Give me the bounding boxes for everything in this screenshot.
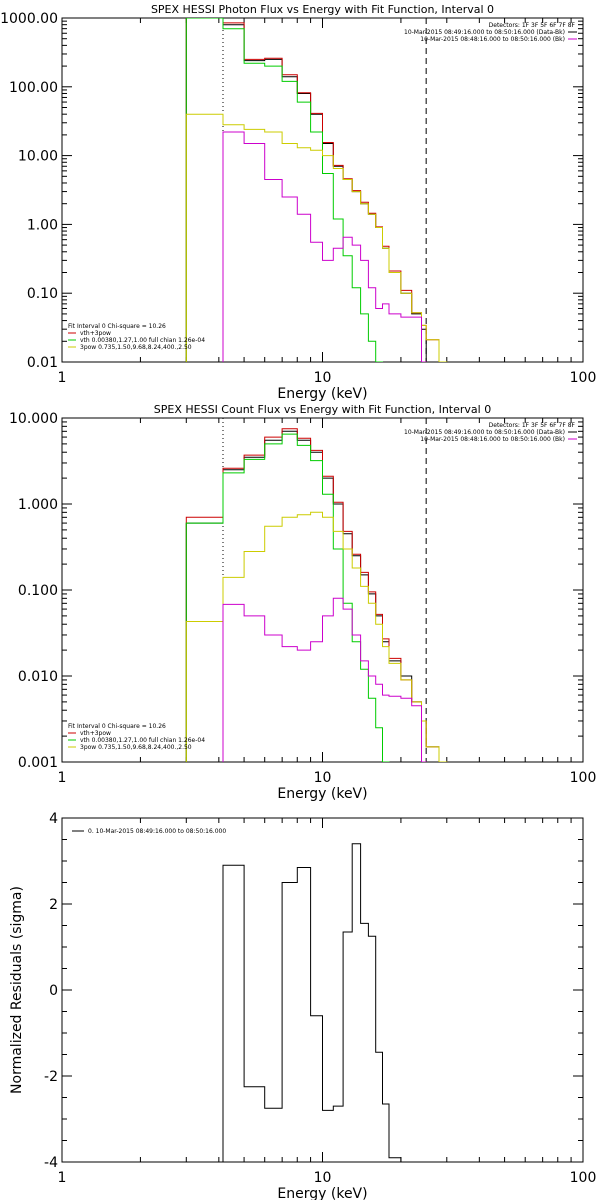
x-tick-label: 1 <box>58 370 67 386</box>
chart-3: 1 10 100 Energy (keV) -4 -2 0 2 4 Normalized Resi… <box>9 811 597 1202</box>
series-line-1 <box>222 843 427 1162</box>
x-tick-label: 10 <box>314 770 332 786</box>
y-tick-label: 10.00 <box>18 149 58 165</box>
fit-info-line: 3pow 0.735,1.50,9.68,8.24,400.,2.50 <box>80 344 192 351</box>
series-line-2 <box>185 18 440 362</box>
legend-title: Detectors: 1F 3F 5F 6F 7F 8F <box>489 422 576 429</box>
x-tick-label: 100 <box>570 1170 597 1186</box>
y-tick-label: -2 <box>44 1069 58 1085</box>
y-tick-label: -4 <box>44 1155 58 1171</box>
y-tick-label: 4 <box>49 811 58 827</box>
y-tick-label: 1000.00 <box>0 11 58 27</box>
plot-frame <box>61 17 584 363</box>
x-tick-label: 100 <box>570 770 597 786</box>
legend-entry-label: 10-Mar-2015 08:48:16.000 to 08:50:16.000… <box>420 436 565 443</box>
plot-content <box>185 418 448 762</box>
fit-info-header: Fit Interval 0 Chi-square = 10.26 <box>68 723 166 730</box>
y-tick-label: 0.01 <box>27 355 58 371</box>
series-line-2 <box>185 428 448 762</box>
legend-entry-label: 10-Mar-2015 08:49:16.000 to 08:50:16.000… <box>404 29 565 36</box>
y-tick-label: 0.10 <box>27 286 58 302</box>
y-tick-label: 0.100 <box>18 583 58 599</box>
fit-info-line: vth 0.00380,1.27,1.00 full chian 1.26e-0… <box>80 737 205 744</box>
y-tick-label: 1.000 <box>18 497 58 513</box>
y-tick-label: 0.001 <box>18 755 58 771</box>
fit-info-line: vth+3pow <box>80 730 111 737</box>
x-axis-label: Energy (keV) <box>277 386 367 402</box>
chart-title: SPEX HESSI Photon Flux vs Energy with Fi… <box>151 3 494 16</box>
x-tick-label: 10 <box>314 1170 332 1186</box>
series-line-5 <box>222 131 427 362</box>
x-tick-label: 100 <box>570 370 597 386</box>
x-tick-label: 10 <box>314 370 332 386</box>
legend-entry-label: 10-Mar-2015 08:48:16.000 to 08:50:16.000… <box>420 36 565 43</box>
chart-1: SPEX HESSI Photon Flux vs Energy with Fi… <box>0 3 596 402</box>
x-axis-label: Energy (keV) <box>277 786 367 802</box>
fit-info-line: vth 0.00380,1.27,1.00 full chian 1.26e-0… <box>80 337 205 344</box>
chart-2: SPEX HESSI Count Flux vs Energy with Fit… <box>9 403 596 802</box>
y-tick-label: 0 <box>49 983 58 999</box>
x-tick-label: 1 <box>58 1170 67 1186</box>
series-line-4 <box>185 113 448 362</box>
y-tick-label: 100.00 <box>9 80 58 96</box>
legend-title: Detectors: 1F 3F 5F 6F 7F 8F <box>489 22 576 29</box>
plot-content <box>185 18 448 362</box>
legend-entry-label: 0. 10-Mar-2015 08:49:16.000 to 08:50:16.… <box>88 828 226 835</box>
series-line-4 <box>185 511 448 762</box>
plot-content <box>222 843 427 1162</box>
chart-title: SPEX HESSI Count Flux vs Energy with Fit… <box>154 403 491 416</box>
y-axis-label: Normalized Residuals (sigma) <box>9 886 25 1094</box>
fit-info-line: vth+3pow <box>80 330 111 337</box>
fit-info-line: 3pow 0.735,1.50,9.68,8.24,400.,2.50 <box>80 744 192 751</box>
y-tick-label: 0.010 <box>18 669 58 685</box>
series-line-3 <box>185 433 390 762</box>
series-line-1 <box>185 430 440 762</box>
x-axis-label: Energy (keV) <box>277 1186 367 1200</box>
fit-info-header: Fit Interval 0 Chi-square = 10.26 <box>68 323 166 330</box>
y-tick-label: 10.000 <box>9 411 58 427</box>
x-tick-label: 1 <box>58 770 67 786</box>
series-line-1 <box>185 18 440 362</box>
series-line-5 <box>222 597 427 762</box>
y-tick-label: 1.00 <box>27 217 58 233</box>
y-tick-label: 2 <box>49 897 58 913</box>
legend-entry-label: 10-Mar-2015 08:49:16.000 to 08:50:16.000… <box>404 429 565 436</box>
